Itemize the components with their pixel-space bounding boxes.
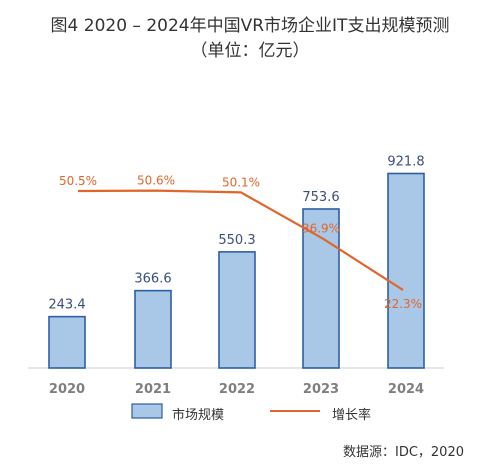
- x-tick-label-2023: 2023: [303, 382, 339, 397]
- growth-rate-line: [77, 189, 404, 291]
- legend-label-growth-rate: 增长率: [332, 408, 372, 423]
- bar-value-label-2021: 366.6: [134, 272, 171, 287]
- chart-title: 图4 2020 – 2024年中国VR市场企业IT支出规模预测: [50, 16, 450, 36]
- bar-2021: [134, 289, 172, 369]
- chart-unit-subtitle: （单位：亿元）: [190, 41, 310, 61]
- x-tick-label-2021: 2021: [135, 382, 171, 397]
- growth-rate-label-2021: 50.6%: [137, 174, 175, 188]
- growth-rate-label-2022: 50.1%: [222, 175, 260, 189]
- bar-value-label-2020: 243.4: [48, 298, 85, 313]
- x-tick-label-2020: 2020: [49, 382, 85, 397]
- x-tick-label-2022: 2022: [219, 382, 255, 397]
- bar-2020: [48, 315, 86, 369]
- growth-rate-label-2024: 22.3%: [384, 297, 422, 311]
- bar-2023: [302, 208, 340, 369]
- bar-2024: [387, 172, 425, 369]
- x-tick-label-2024: 2024: [388, 382, 424, 397]
- growth-rate-label-2020: 50.5%: [59, 174, 97, 188]
- legend-label-market-size: 市场规模: [172, 408, 225, 423]
- bar-2022: [218, 251, 256, 369]
- data-source-note: 数据源：IDC，2020: [342, 445, 464, 460]
- bar-value-label-2023: 753.6: [302, 190, 339, 205]
- growth-rate-label-2023: 36.9%: [302, 222, 340, 236]
- bar-value-label-2024: 921.8: [387, 155, 424, 170]
- legend-swatch-market-size: [131, 403, 163, 419]
- bar-value-label-2022: 550.3: [218, 233, 255, 248]
